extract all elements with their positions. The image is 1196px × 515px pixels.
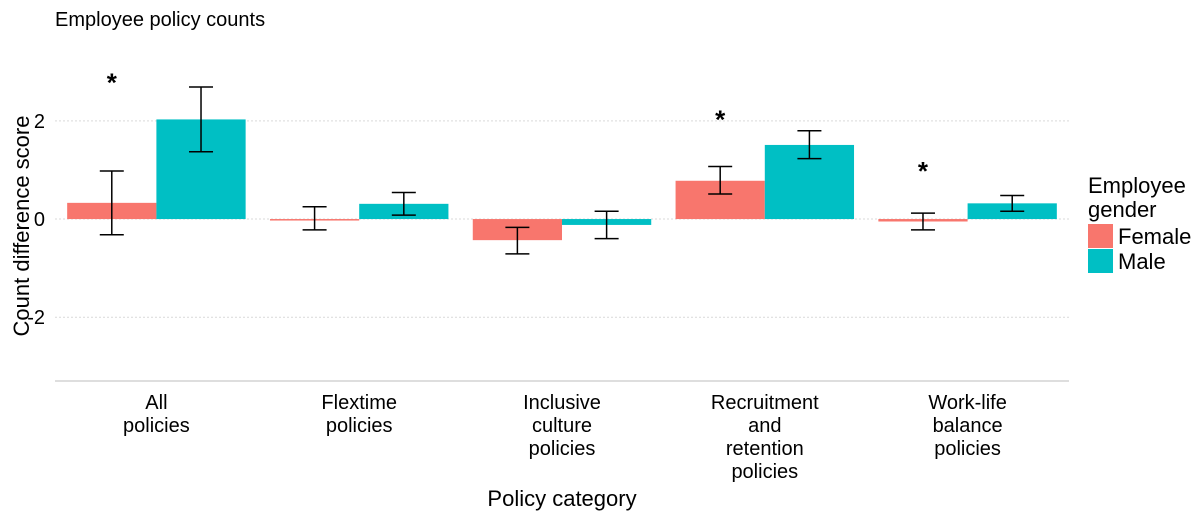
- chart-title: Employee policy counts: [55, 9, 265, 31]
- legend-swatch-female: [1088, 224, 1113, 248]
- significance-star: *: [107, 68, 118, 98]
- error-bars: [99, 86, 1025, 255]
- x-tick-label: Flextime policies: [321, 392, 397, 437]
- legend-swatch-male: [1088, 249, 1113, 273]
- y-axis-label: Count difference score: [9, 116, 34, 337]
- y-tick-label: -2: [27, 307, 45, 329]
- significance-annotations: * * *: [107, 68, 929, 186]
- legend-label-female: Female: [1118, 224, 1191, 249]
- x-tick-labels: All policies Flextime policies Inclusive cult…: [123, 392, 1007, 483]
- y-tick-label: 2: [34, 111, 45, 133]
- x-tick-label: Work-life balance policies: [928, 392, 1007, 460]
- significance-star: *: [918, 156, 929, 186]
- x-tick-label: Recruitment and retention policies: [711, 392, 819, 483]
- significance-star: *: [715, 104, 726, 134]
- bars: [67, 119, 1057, 241]
- y-tick-labels: -2 0 2: [27, 111, 45, 329]
- x-tick-label: All policies: [123, 392, 190, 437]
- x-axis-label: Policy category: [487, 486, 636, 511]
- legend-label-male: Male: [1118, 249, 1166, 274]
- y-tick-label: 0: [34, 209, 45, 231]
- legend-title: Employee gender: [1088, 173, 1186, 222]
- x-tick-label: Inclusive culture policies: [523, 392, 601, 460]
